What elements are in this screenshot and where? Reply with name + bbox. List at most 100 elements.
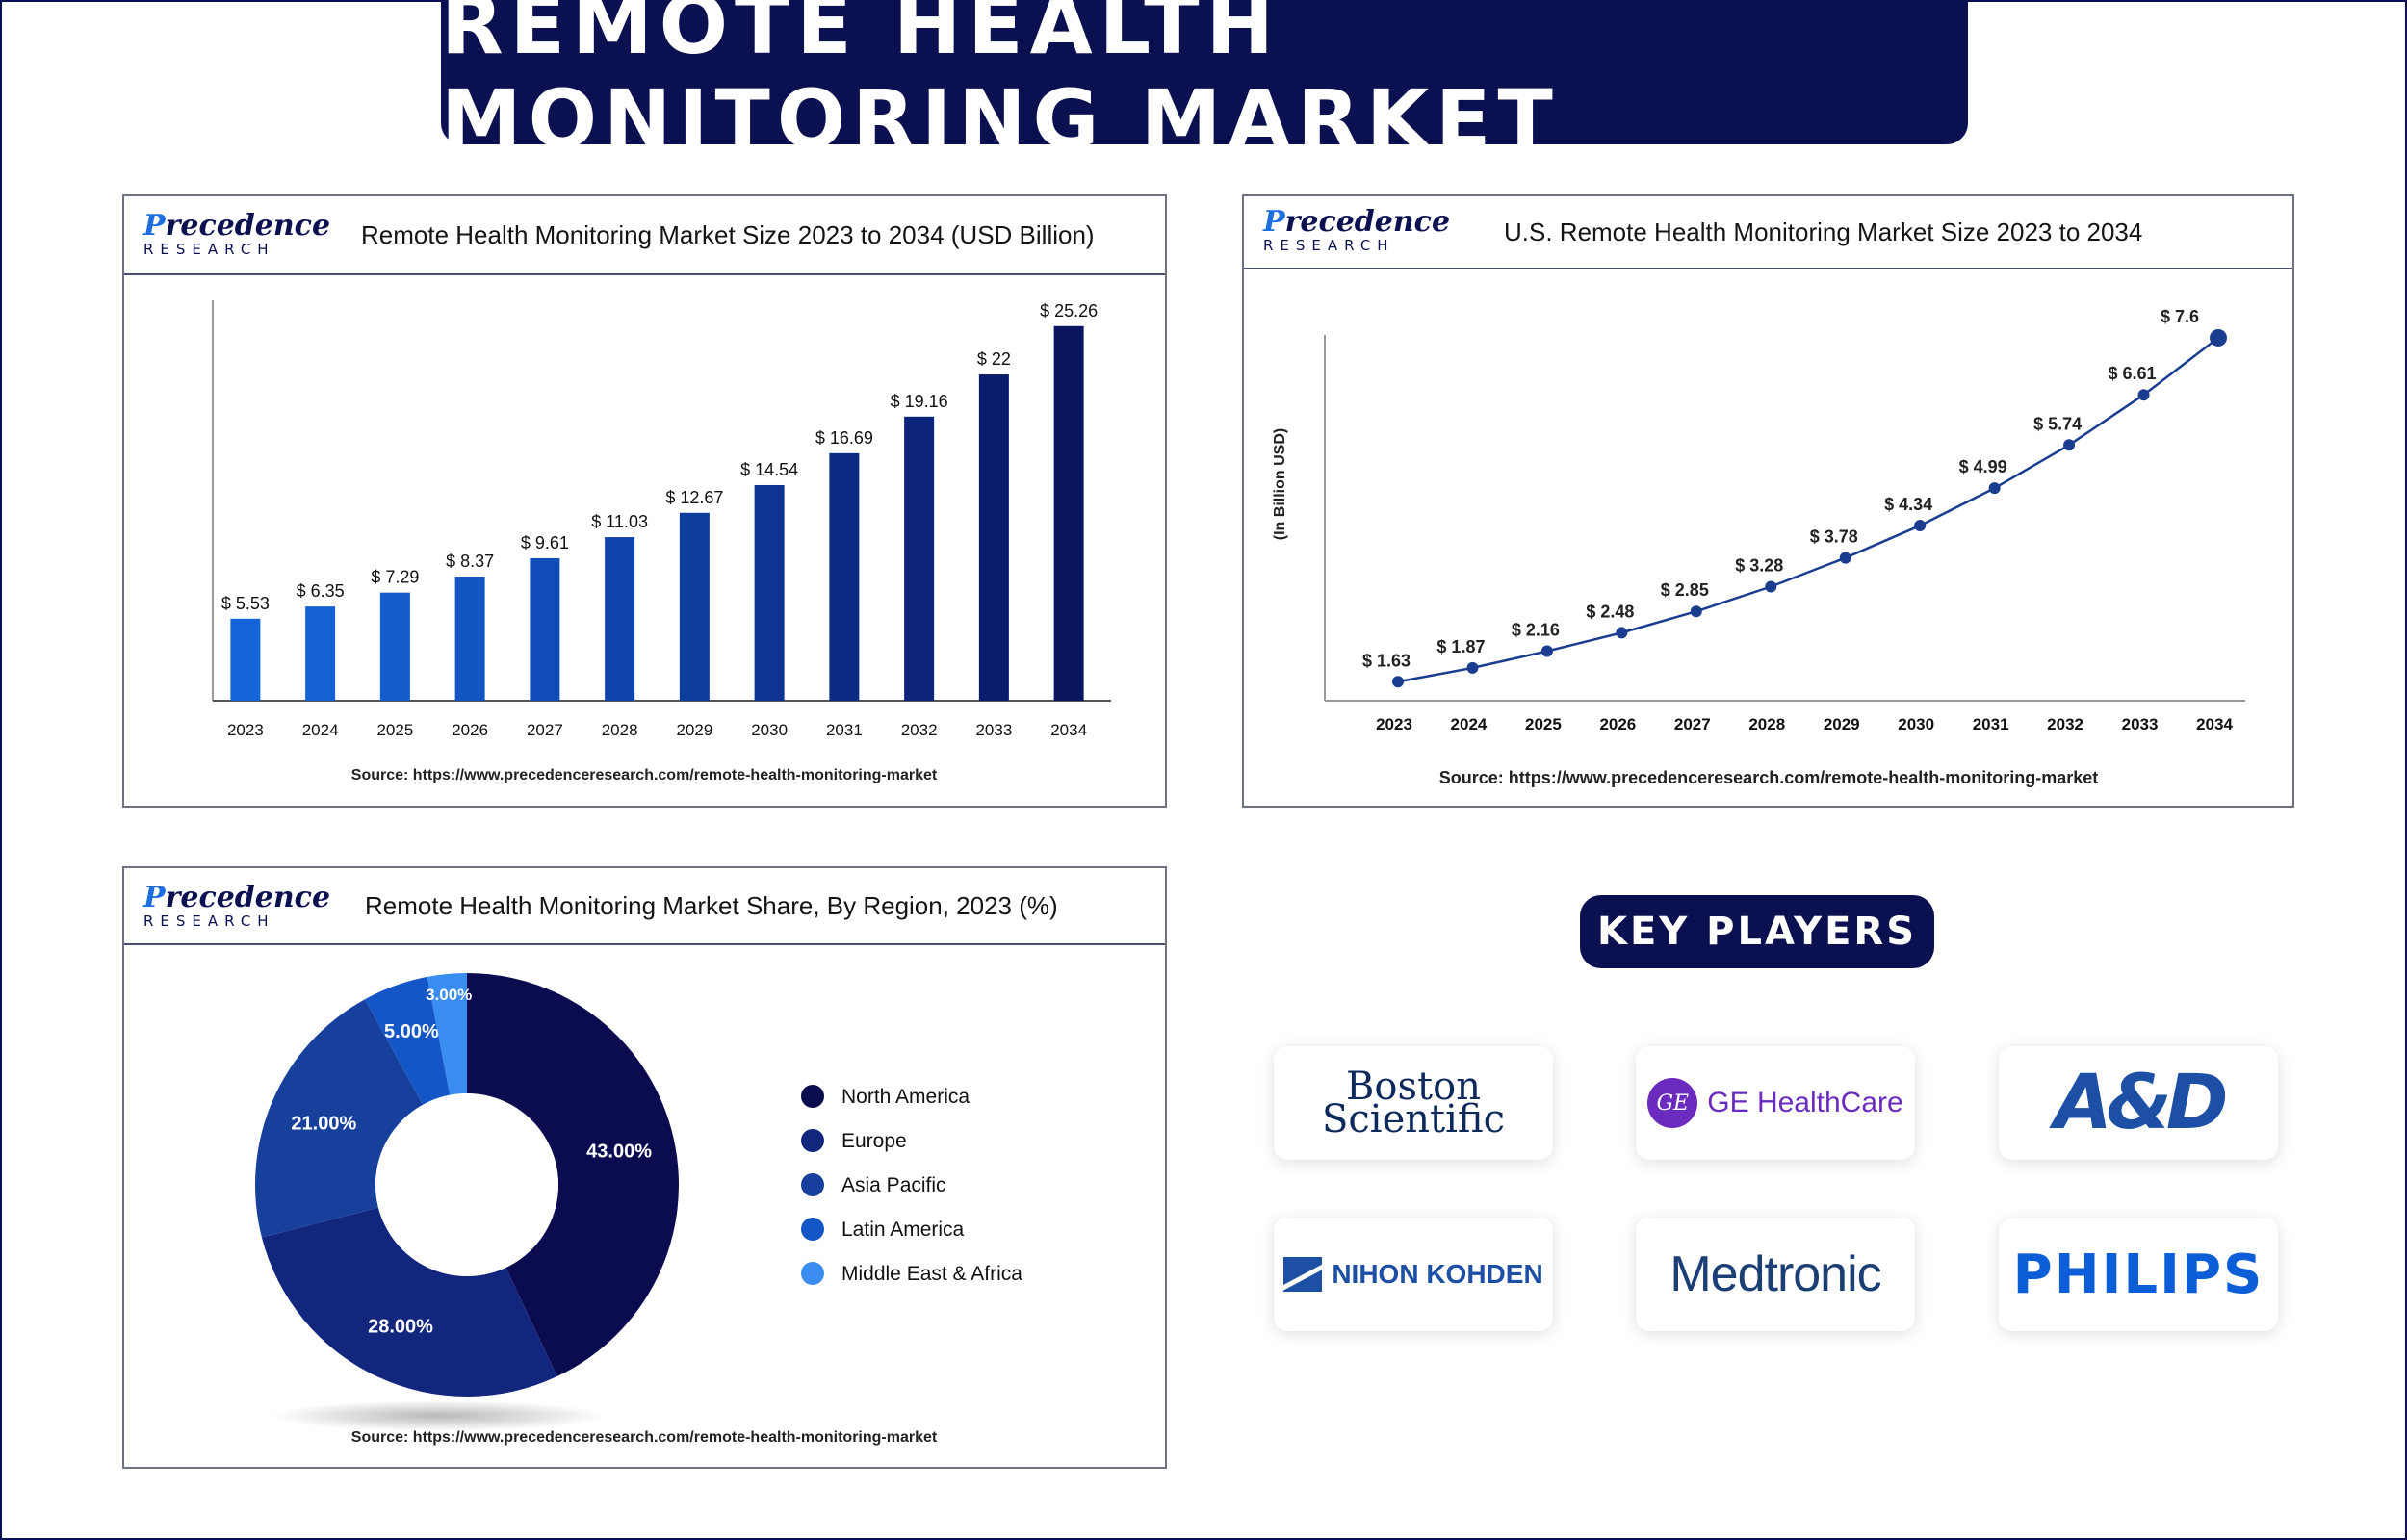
legend-label: North America	[841, 1086, 970, 1108]
donut-chart-header: Precedence RESEARCH Remote Health Monito…	[124, 868, 1165, 945]
bar-value-label: $ 19.16	[891, 392, 948, 411]
slice-value-label: 28.00%	[368, 1317, 433, 1338]
x-tick-label: 2034	[2196, 715, 2233, 733]
data-point	[1839, 552, 1851, 564]
point-value-label: $ 2.48	[1586, 602, 1634, 621]
data-point	[1540, 645, 1553, 657]
x-tick-label: 2031	[1973, 715, 2009, 733]
data-point	[1392, 676, 1404, 688]
data-point	[2137, 389, 2150, 401]
data-point	[2210, 328, 2227, 346]
point-value-label: $ 3.78	[1810, 527, 1858, 547]
page-title: REMOTE HEALTH MONITORING MARKET	[441, 0, 1560, 167]
line-chart: (In Billion USD) $ 1.63 2023 $ 1.87 2024 $ 2…	[1272, 307, 2245, 787]
bar	[454, 577, 485, 701]
point-value-label: $ 4.34	[1884, 495, 1932, 514]
x-tick-label: 2032	[2047, 715, 2083, 733]
bar-value-label: $ 14.54	[740, 460, 798, 479]
x-tick-label: 2026	[1599, 715, 1636, 733]
ge-healthcare-name: GE HealthCare	[1707, 1087, 1903, 1118]
point-value-label: $ 4.99	[1959, 457, 2007, 476]
bar	[978, 374, 1009, 701]
brand-initial: P	[143, 209, 166, 243]
bar	[904, 416, 935, 701]
x-tick-label: 2028	[1748, 715, 1785, 733]
bar-value-label: $ 7.29	[371, 568, 419, 587]
bar	[679, 512, 710, 701]
point-value-label: $ 3.28	[1735, 556, 1783, 576]
point-value-label: $ 5.74	[2033, 414, 2082, 433]
x-tick-label: 2023	[1376, 715, 1412, 733]
x-tick-label: 2027	[527, 721, 563, 739]
bar-value-label: $ 25.26	[1040, 301, 1098, 321]
medtronic-logo: Medtronic	[1669, 1246, 1881, 1302]
line-chart-header: Precedence RESEARCH U.S. Remote Health M…	[1244, 196, 2292, 270]
data-point	[1914, 520, 1927, 532]
x-tick-label: 2027	[1674, 715, 1711, 733]
brand-sub: RESEARCH	[143, 912, 275, 930]
ge-monogram-icon: GE	[1647, 1078, 1698, 1128]
logo-card-philips: PHILIPS	[1999, 1218, 2278, 1331]
nihon-kohden-name: NIHON KOHDEN	[1332, 1259, 1543, 1289]
data-point	[1765, 580, 1777, 593]
brand-name: recedence	[165, 881, 331, 914]
bar	[230, 618, 261, 701]
key-players-heading: KEY PLAYERS	[1580, 895, 1934, 968]
slice-value-label: 3.00%	[426, 986, 472, 1004]
boston-word: Boston	[1346, 1065, 1481, 1109]
bar-value-label: $ 5.53	[221, 594, 270, 613]
logo-card-nihon-kohden: NIHON KOHDEN	[1274, 1218, 1553, 1331]
x-tick-label: 2032	[901, 721, 938, 739]
donut-slice	[365, 976, 451, 1105]
line-chart-source: Source: https://www.precedenceresearch.c…	[1439, 768, 2099, 787]
bar-value-label: $ 12.67	[665, 488, 723, 507]
philips-logo: PHILIPS	[2012, 1243, 2265, 1306]
bar-value-label: $ 11.03	[591, 512, 648, 531]
data-point	[2063, 439, 2076, 451]
x-tick-label: 2023	[227, 721, 264, 739]
x-tick-label: 2033	[2122, 715, 2159, 733]
legend-label: Asia Pacific	[841, 1174, 946, 1196]
x-tick-label: 2029	[676, 721, 712, 739]
line-chart-title: U.S. Remote Health Monitoring Market Siz…	[1504, 217, 2143, 246]
brand-sub: RESEARCH	[1263, 237, 1395, 254]
donut-chart-title: Remote Health Monitoring Market Share, B…	[365, 890, 1058, 920]
legend-label: Latin America	[841, 1219, 965, 1241]
x-tick-label: 2029	[1824, 715, 1860, 733]
x-tick-label: 2024	[302, 721, 339, 739]
legend-swatch	[801, 1129, 824, 1152]
donut-chart: 43.00% 28.00% 21.00% 5.00% 3.00% North Ameri…	[255, 973, 1022, 1446]
slice-value-label: 43.00%	[586, 1142, 652, 1163]
bar-value-label: $ 8.37	[446, 552, 494, 571]
donut-chart-panel: Precedence RESEARCH Remote Health Monito…	[122, 866, 1167, 1469]
line-chart-panel: Precedence RESEARCH U.S. Remote Health M…	[1242, 194, 2294, 808]
legend-label: Middle East & Africa	[841, 1263, 1022, 1285]
bar	[1053, 325, 1084, 701]
legend-swatch	[801, 1085, 824, 1108]
point-value-label: $ 7.6	[2161, 307, 2199, 326]
bar	[754, 484, 785, 701]
bar	[605, 537, 635, 701]
bar-chart-source: Source: https://www.precedenceresearch.c…	[351, 767, 938, 783]
x-tick-label: 2033	[975, 721, 1012, 739]
bar-chart-title: Remote Health Monitoring Market Size 202…	[361, 219, 1095, 249]
logo-card-and: A&D	[1999, 1046, 2278, 1160]
legend-swatch	[801, 1173, 824, 1196]
slice-value-label: 5.00%	[384, 1021, 439, 1042]
point-value-label: $ 2.85	[1661, 580, 1709, 600]
point-value-label: $ 2.16	[1512, 621, 1560, 640]
bar-value-label: $ 16.69	[815, 428, 873, 448]
brand-initial: P	[143, 881, 166, 914]
x-tick-label: 2028	[602, 721, 638, 739]
data-point	[1466, 661, 1479, 674]
brand-initial: P	[1263, 205, 1285, 239]
bar	[829, 452, 860, 701]
brand-name: recedence	[165, 209, 331, 243]
ge-healthcare-logo: GE GE HealthCare	[1647, 1078, 1903, 1128]
x-tick-label: 2024	[1451, 715, 1488, 733]
bar-value-label: $ 9.61	[521, 533, 569, 552]
boston-scientific-logo: Boston Scientific	[1322, 1065, 1505, 1139]
data-point	[1690, 605, 1702, 618]
logo-card-ge-healthcare: GE GE HealthCare	[1636, 1046, 1915, 1160]
bar-value-label: $ 6.35	[297, 581, 345, 601]
